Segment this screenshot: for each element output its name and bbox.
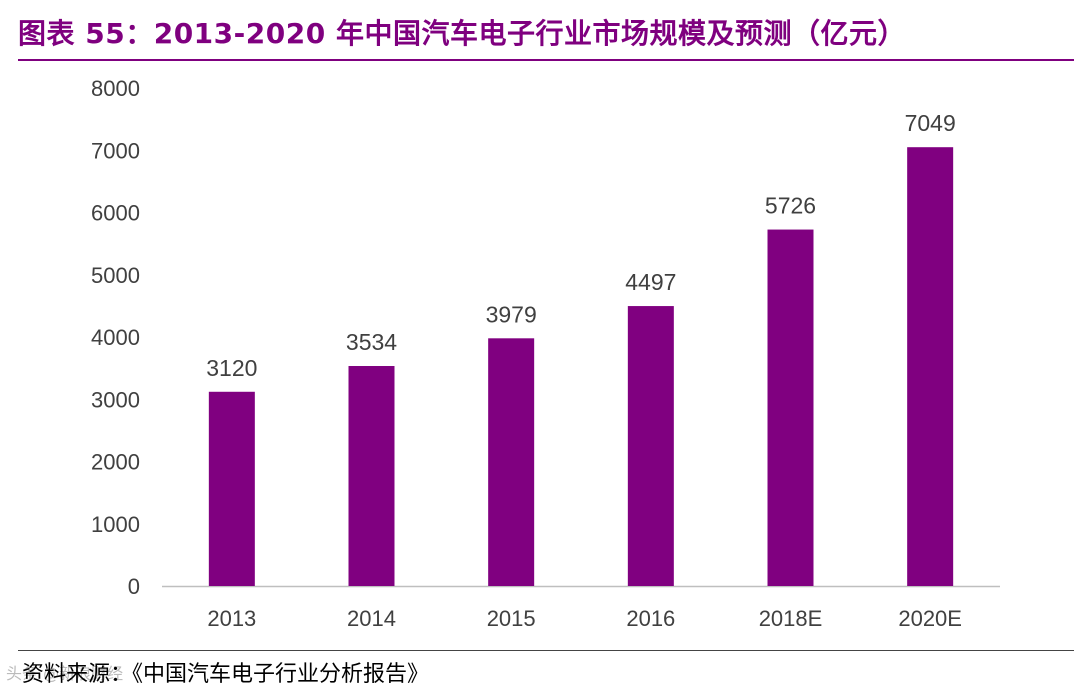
y-tick-label: 2000 (91, 450, 140, 475)
y-tick-label: 5000 (91, 263, 140, 288)
data-label: 3534 (346, 329, 397, 355)
y-tick-label: 3000 (91, 387, 140, 412)
y-tick-label: 7000 (91, 138, 140, 163)
bar-2015 (488, 338, 535, 586)
x-tick-label: 2013 (207, 606, 256, 631)
y-tick-label: 8000 (91, 76, 140, 101)
y-tick-label: 6000 (91, 201, 140, 226)
bar-2014 (348, 366, 395, 586)
y-tick-label: 4000 (91, 325, 140, 350)
y-tick-label: 0 (128, 574, 140, 599)
data-label: 3120 (206, 355, 257, 381)
bars (208, 147, 954, 586)
x-tick-label: 2016 (626, 606, 675, 631)
x-tick-label: 2020E (898, 606, 962, 631)
source-note: 资料来源：《中国汽车电子行业分析报告》 (22, 662, 430, 687)
x-tick-label: 2014 (347, 606, 396, 631)
x-tick-label: 2018E (759, 606, 823, 631)
bar-2013 (208, 391, 255, 586)
data-label: 7049 (905, 110, 956, 136)
y-axis-ticks: 0 1000 2000 3000 4000 5000 6000 7000 8000 (91, 76, 140, 599)
source-divider (18, 650, 1074, 651)
bar-2018e (767, 229, 814, 586)
x-tick-label: 2015 (487, 606, 536, 631)
data-label: 4497 (625, 269, 676, 295)
y-tick-label: 1000 (91, 512, 140, 537)
watermark: 头条 @新浪财经 (6, 664, 124, 683)
data-label: 5726 (765, 193, 816, 219)
title-divider (18, 59, 1074, 61)
chart-title: 图表 55：2013-2020 年中国汽车电子行业市场规模及预测（亿元） (18, 17, 906, 50)
data-labels: 3120 3534 3979 4497 5726 7049 (206, 110, 956, 381)
data-label: 3979 (486, 301, 537, 327)
bar-2016 (627, 306, 674, 586)
bar-2020e (907, 147, 954, 586)
x-axis-ticks: 2013 2014 2015 2016 2018E 2020E (207, 606, 962, 631)
